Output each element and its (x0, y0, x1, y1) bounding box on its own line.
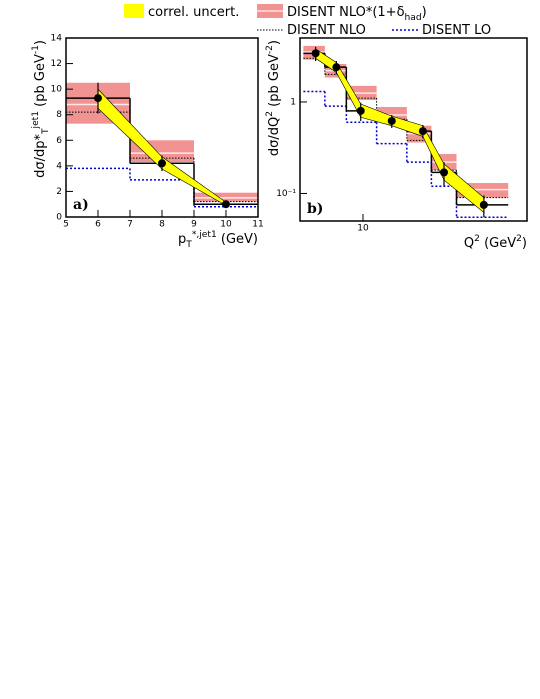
y-axis-label-part: (pb GeV (267, 54, 282, 111)
y-axis-label-part: 2 (265, 111, 275, 117)
data-point (158, 159, 166, 168)
legend-label: DISENT NLO*(1+δhad) (287, 5, 427, 23)
panel-label: a) (73, 197, 89, 213)
y-axis-label-part: (pb GeV (33, 54, 48, 111)
x-tick-label: 5 (63, 220, 69, 230)
legend-label-part: DISENT NLO*(1+δ (287, 5, 405, 20)
x-axis-label-part: p (178, 232, 186, 247)
data-point (332, 63, 341, 72)
x-axis-label-part: 2 (474, 234, 480, 244)
y-axis-label-part: -2 (265, 45, 275, 54)
y-axis-label-part: T (41, 128, 51, 135)
x-axis-label-part: 2 (516, 234, 522, 244)
y-tick-label: 0 (56, 213, 62, 223)
legend-label: DISENT LO (422, 23, 491, 38)
x-axis-label-part: Q (464, 236, 474, 251)
x-axis-label: pT*,jet1 (GeV) (178, 230, 258, 250)
y-tick-label: 6 (56, 136, 62, 146)
x-tick-label: 10 (220, 220, 232, 230)
correl-band (315, 48, 485, 214)
legend-label-part: DISENT NLO (287, 23, 366, 38)
x-tick-label: 8 (159, 220, 165, 230)
x-axis-label-part: (GeV (480, 236, 516, 251)
y-tick-label: 2 (56, 187, 62, 197)
y-axis-label-part: dσ/dQ (267, 117, 282, 156)
y-axis-label: dσ/dQ2 (pb GeV-2) (265, 40, 282, 156)
legend-label-part: DISENT LO (422, 23, 491, 38)
data-point (94, 94, 102, 103)
legend-label-part: correl. uncert. (148, 5, 239, 20)
x-axis-label: Q2 (GeV2) (464, 234, 527, 251)
y-axis-label-part: ) (33, 40, 48, 45)
plot-frame (65, 37, 259, 218)
x-tick-label: 6 (95, 220, 101, 230)
legend-label: correl. uncert. (148, 5, 239, 20)
x-tick-label: 7 (127, 220, 133, 230)
x-tick-label: 10 (357, 224, 369, 234)
x-tick-label: 9 (191, 220, 197, 230)
x-axis-label-part: *,jet1 (192, 230, 217, 240)
data-point (479, 200, 488, 209)
panel-label: b) (307, 201, 323, 217)
y-axis-label: dσ/dp*Tjet1 (pb GeV-1) (31, 40, 51, 178)
y-axis-label-part: ) (267, 40, 282, 45)
x-axis-label-part: T (185, 240, 192, 250)
x-axis-label-part: ) (522, 236, 527, 251)
y-tick-label: 1 (290, 97, 296, 107)
y-axis-label-part: dσ/dp* (33, 134, 48, 178)
legend-label-part: ) (422, 5, 427, 20)
y-axis-label-part: jet1 (31, 111, 41, 129)
x-axis-label-part: (GeV) (217, 232, 258, 247)
y-tick-label: 10⁻¹ (276, 189, 296, 199)
data-point (311, 49, 320, 58)
legend-label: DISENT NLO (287, 23, 366, 38)
y-tick-label: 12 (51, 59, 62, 69)
data-point (439, 168, 448, 177)
legend-swatch (124, 4, 144, 18)
data-point (418, 127, 427, 136)
y-tick-label: 8 (56, 110, 62, 120)
y-tick-label: 14 (51, 34, 63, 44)
y-tick-label: 4 (56, 161, 62, 171)
y-axis-label-part: -1 (31, 45, 41, 54)
legend-label-part: had (405, 13, 422, 23)
y-tick-label: 10 (51, 85, 63, 95)
x-tick-label: 11 (252, 220, 263, 230)
data-point (356, 106, 365, 115)
data-point (222, 200, 230, 209)
data-point (387, 116, 396, 125)
plot-frame (299, 37, 528, 222)
